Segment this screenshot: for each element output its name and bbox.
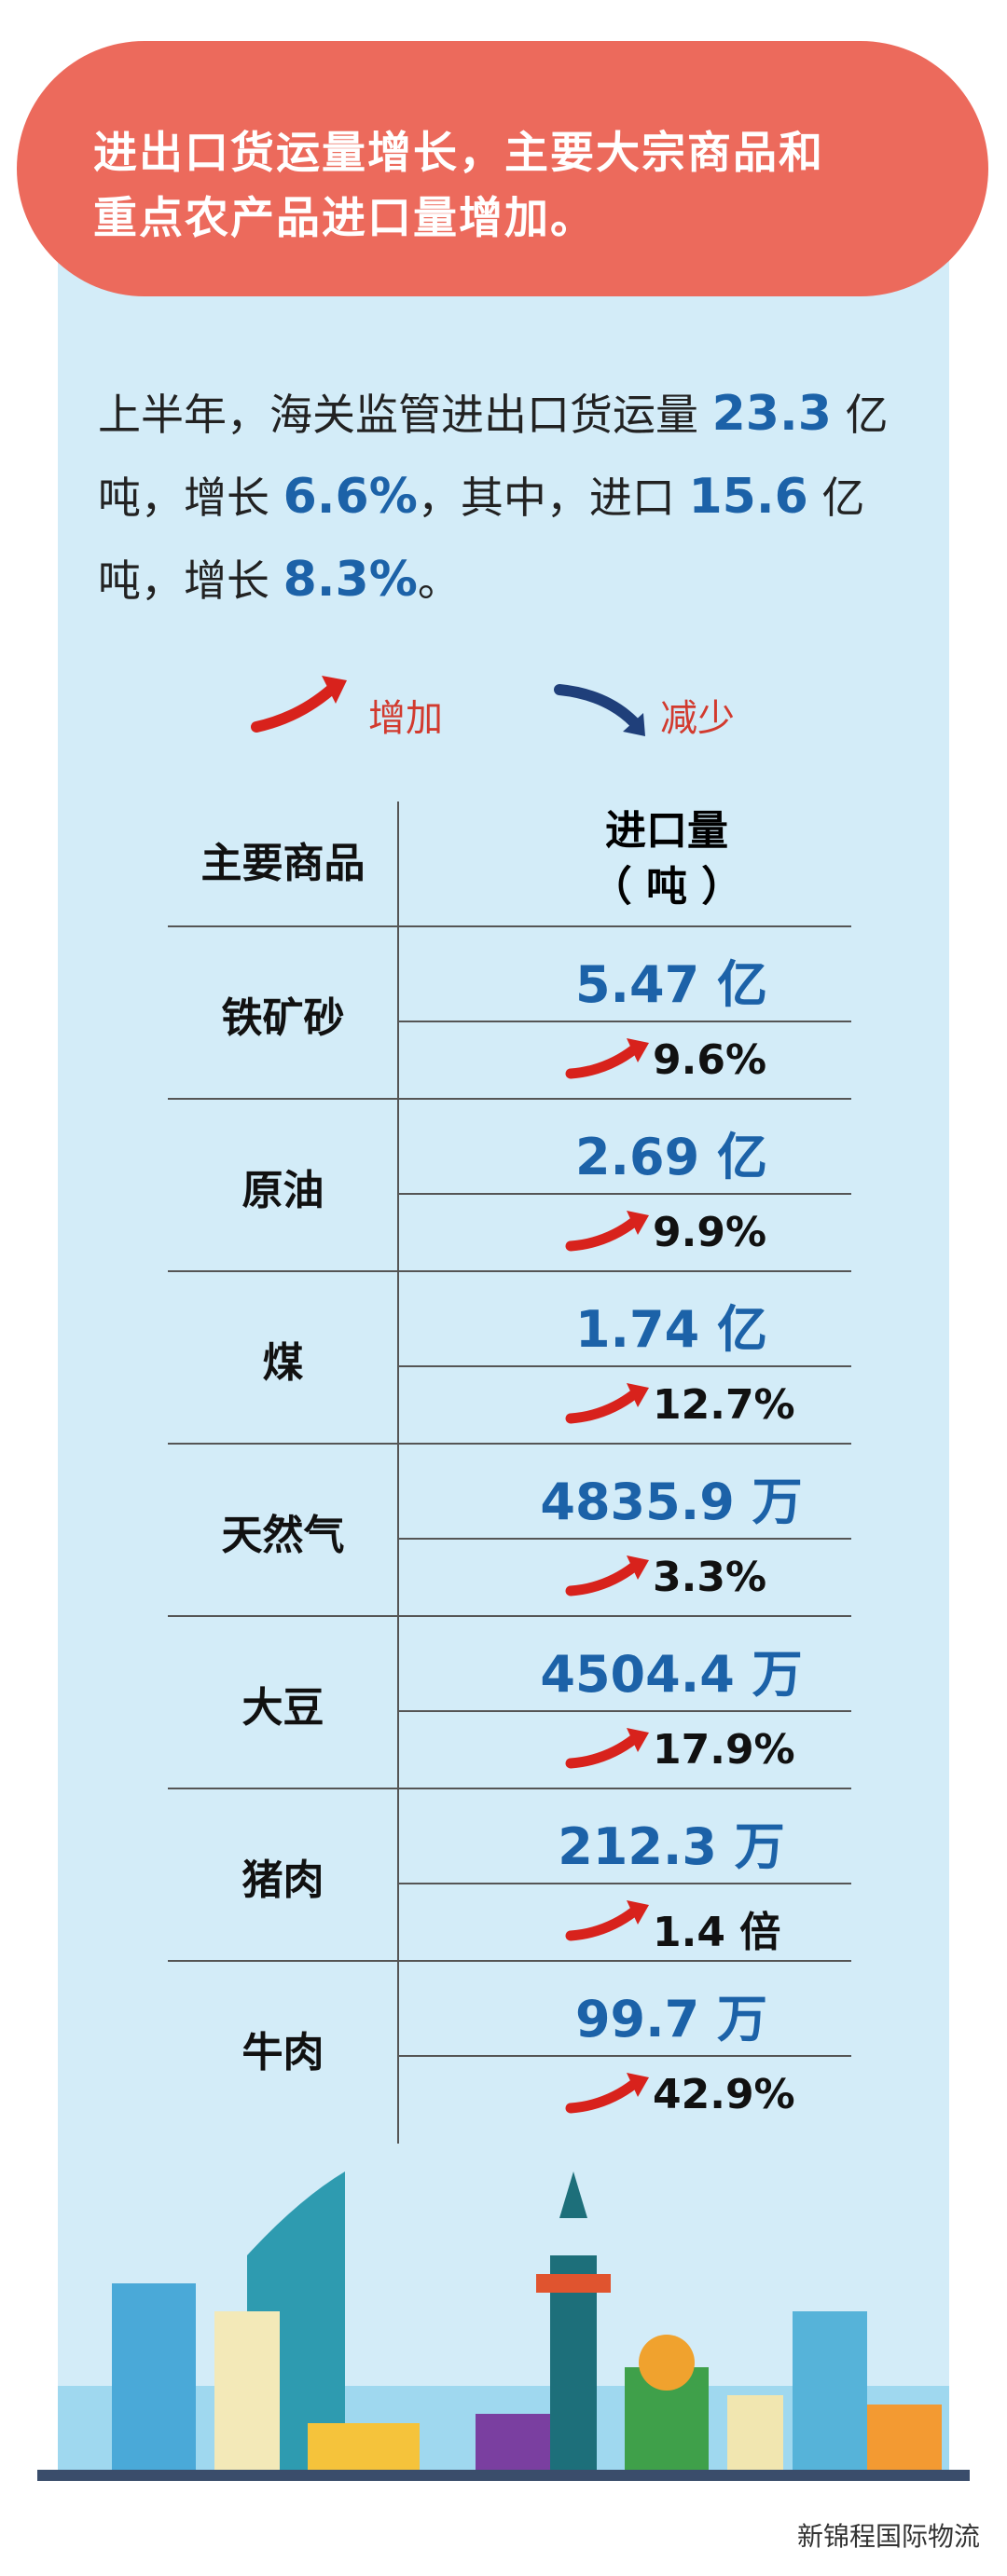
- skyline: [37, 2172, 970, 2481]
- highlight: 23.3: [711, 386, 832, 442]
- highlight: 6.6%: [283, 469, 418, 525]
- arrow-head: [627, 1900, 649, 1925]
- increase-arrow: [565, 1733, 640, 1769]
- arrow-head: [623, 713, 645, 736]
- text: 亿: [831, 390, 889, 440]
- commodity-name: 铁矿砂: [221, 994, 345, 1042]
- increase-arrow: [565, 1389, 640, 1424]
- decrease-arrow: [554, 684, 640, 728]
- arrow-head: [627, 1728, 649, 1752]
- growth-rate: 12.7%: [653, 1381, 795, 1429]
- header-title: 重点农产品进口量增加。: [93, 193, 596, 244]
- import-amount: 1.74 亿: [574, 1300, 768, 1359]
- text: 亿吨，: [98, 473, 865, 606]
- arrow-head: [627, 1383, 649, 1407]
- arrow-head: [627, 1211, 649, 1235]
- header-title: 进出口货运量增长，主要大宗商品和: [93, 128, 824, 179]
- import-amount: 212.3 万: [558, 1817, 785, 1876]
- increase-arrow: [565, 1044, 640, 1079]
- increase-arrow: [565, 1216, 640, 1252]
- commodity-name: 原油: [241, 1167, 324, 1214]
- text: 上半年，海关监管进出口货运量: [98, 390, 712, 440]
- import-amount: 4504.4 万: [540, 1645, 803, 1704]
- header-banner: [17, 41, 988, 296]
- commodity-name: 煤: [262, 1339, 304, 1387]
- commodity-name: 牛肉: [241, 2029, 324, 2076]
- text: ，其中，进口: [417, 473, 689, 523]
- text: 。: [417, 555, 461, 606]
- growth-rate: 42.9%: [653, 2071, 795, 2118]
- import-amount: 99.7 万: [574, 1990, 768, 2048]
- increase-arrow: [565, 1561, 640, 1596]
- legend-label: 增加: [368, 697, 443, 740]
- highlight: 8.3%: [283, 552, 418, 608]
- commodity-name: 猪肉: [241, 1857, 324, 1904]
- increase-arrow: [251, 684, 337, 733]
- table-lines: [168, 925, 851, 2114]
- growth-rate: 9.6%: [653, 1036, 767, 1084]
- import-amount: 4835.9 万: [540, 1473, 803, 1531]
- growth-rate: 9.9%: [653, 1209, 767, 1256]
- import-amount: 2.69 亿: [574, 1128, 768, 1186]
- import-amount: 5.47 亿: [574, 955, 768, 1014]
- column-header: 进口量: [605, 807, 728, 855]
- intro-text: 上半年，海关监管进出口货运量 23.3 亿吨，增长 6.6%，其中，进口 15.…: [98, 373, 918, 622]
- text: 增长: [184, 555, 283, 606]
- growth-rate: 17.9%: [653, 1726, 795, 1774]
- column-header: （ 吨 ）: [590, 863, 743, 911]
- arrow-head: [627, 1038, 649, 1062]
- watermark: 新锦程国际物流: [797, 2521, 981, 2552]
- panel: [58, 242, 949, 2479]
- commodity-name: 大豆: [241, 1684, 324, 1732]
- commodity-name: 天然气: [221, 1512, 345, 1559]
- highlight: 15.6: [688, 469, 808, 525]
- legend-label: 减少: [660, 697, 735, 740]
- increase-arrow: [565, 1906, 640, 1941]
- text: 吨，增长: [98, 473, 283, 523]
- growth-rate: 3.3%: [653, 1554, 767, 1601]
- arrow-head: [322, 676, 347, 704]
- arrow-head: [627, 2073, 649, 2097]
- increase-arrow: [565, 2078, 640, 2114]
- growth-rate: 1.4 倍: [653, 1909, 781, 1956]
- column-header: 主要商品: [200, 840, 366, 887]
- arrow-head: [627, 1555, 649, 1580]
